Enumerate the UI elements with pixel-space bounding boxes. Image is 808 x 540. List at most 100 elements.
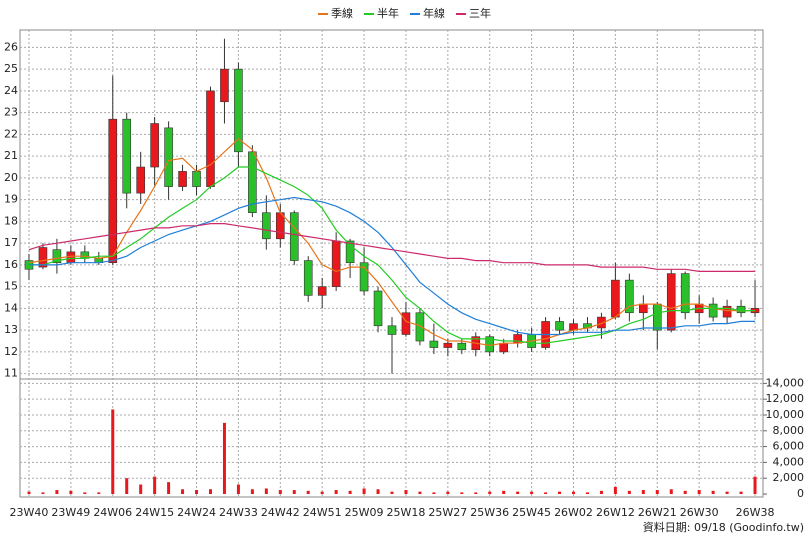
x-tick-label: 24W06 [93, 506, 132, 519]
volume-bar [181, 489, 185, 494]
volume-bar [530, 491, 534, 494]
candle-body [192, 171, 201, 187]
volume-bar [236, 484, 240, 494]
y2-tick-label: 0 [797, 487, 804, 500]
candle-body [220, 68, 229, 103]
y-tick-label: 17 [4, 236, 18, 249]
candle-body [234, 68, 243, 153]
candle-body [555, 321, 564, 331]
legend-label: 三年 [469, 6, 491, 20]
x-tick-label: 25W09 [345, 506, 384, 519]
volume-bar [153, 476, 157, 494]
volume-bar [27, 491, 31, 494]
volume-bar [753, 476, 757, 494]
volume-bar [683, 490, 687, 494]
legend-label: 季線 [331, 6, 353, 20]
y-tick-label: 15 [4, 280, 18, 293]
volume-bar [585, 492, 589, 494]
y-tick-label: 23 [4, 106, 18, 119]
x-tick-label: 26W21 [638, 506, 677, 519]
x-tick-label: 26W38 [736, 506, 775, 519]
y-tick-label: 18 [4, 214, 18, 227]
candle-body [178, 171, 187, 187]
y-tick-label: 25 [4, 62, 18, 75]
volume-bar [125, 478, 129, 494]
volume-bar [599, 490, 603, 494]
volume-bar [404, 490, 408, 494]
volume-bar [97, 492, 101, 494]
candle-body [136, 166, 145, 194]
volume-bar [460, 492, 464, 494]
candle-body [248, 151, 257, 214]
volume-bar [725, 491, 729, 494]
candle-body [122, 118, 132, 194]
ma-line [28, 138, 755, 347]
volume-bar [195, 490, 199, 494]
volume-bar [390, 491, 394, 494]
candle-body [722, 305, 732, 318]
y-tick-label: 13 [4, 323, 18, 336]
legend-label: 半年 [377, 6, 399, 20]
volume-bar [711, 490, 715, 494]
candle-body [359, 262, 369, 292]
candle-body [611, 279, 620, 318]
candle-body [206, 90, 215, 187]
volume-bar [739, 491, 743, 494]
volume-bar [278, 490, 282, 494]
volume-bar [418, 491, 422, 494]
volume-bar [432, 492, 436, 494]
annotation: 資料日期: 09/18 (Goodinfo.tw) [643, 520, 804, 534]
candle-body [443, 342, 453, 348]
volume-bar [41, 492, 45, 494]
candle-body [38, 247, 48, 268]
y-tick-label: 16 [4, 258, 18, 271]
y-tick-label: 22 [4, 127, 18, 140]
x-tick-label: 26W12 [596, 506, 635, 519]
volume-bar [516, 491, 520, 494]
candle-body [262, 212, 271, 240]
volume-bar [264, 488, 268, 494]
volume-bar [306, 490, 310, 494]
candle-body [373, 290, 383, 327]
volume-bar [544, 492, 548, 494]
ma-line [28, 223, 755, 272]
candle-body [331, 240, 341, 287]
volume-bar [348, 490, 352, 494]
volume-bar [83, 492, 87, 494]
y2-tick-label: 14,000 [766, 376, 805, 389]
candle-body [303, 260, 313, 296]
legend-label: 年線 [423, 6, 445, 20]
y-tick-label: 19 [4, 193, 18, 206]
volume-bar [446, 491, 450, 494]
candle-body [652, 303, 662, 331]
y2-tick-label: 8,000 [773, 424, 805, 437]
volume-bar [474, 492, 478, 494]
volume-bar [627, 490, 631, 494]
volume-bar [669, 489, 673, 494]
volume-bar [292, 490, 296, 494]
candle-body [66, 251, 76, 264]
candle-body [625, 279, 634, 314]
volume-bar [572, 491, 576, 494]
x-tick-label: 23W40 [10, 506, 49, 519]
candle-body [597, 316, 606, 329]
y2-tick-label: 10,000 [766, 408, 805, 421]
y-tick-label: 20 [4, 171, 18, 184]
volume-bar [376, 489, 380, 494]
x-tick-label: 25W27 [428, 506, 467, 519]
x-tick-label: 23W49 [51, 506, 90, 519]
volume-bar [139, 484, 143, 494]
volume-bar [488, 491, 492, 494]
candle-body [401, 312, 411, 335]
candle-body [708, 303, 718, 318]
candle-body [429, 340, 439, 348]
y-tick-label: 14 [4, 301, 18, 314]
candle-body [164, 127, 173, 187]
x-tick-label: 26W30 [680, 506, 719, 519]
y-tick-label: 26 [4, 40, 18, 53]
candle-body [289, 212, 299, 261]
candle-body [108, 118, 118, 264]
candle-body [52, 249, 62, 264]
candle-body [499, 342, 508, 353]
